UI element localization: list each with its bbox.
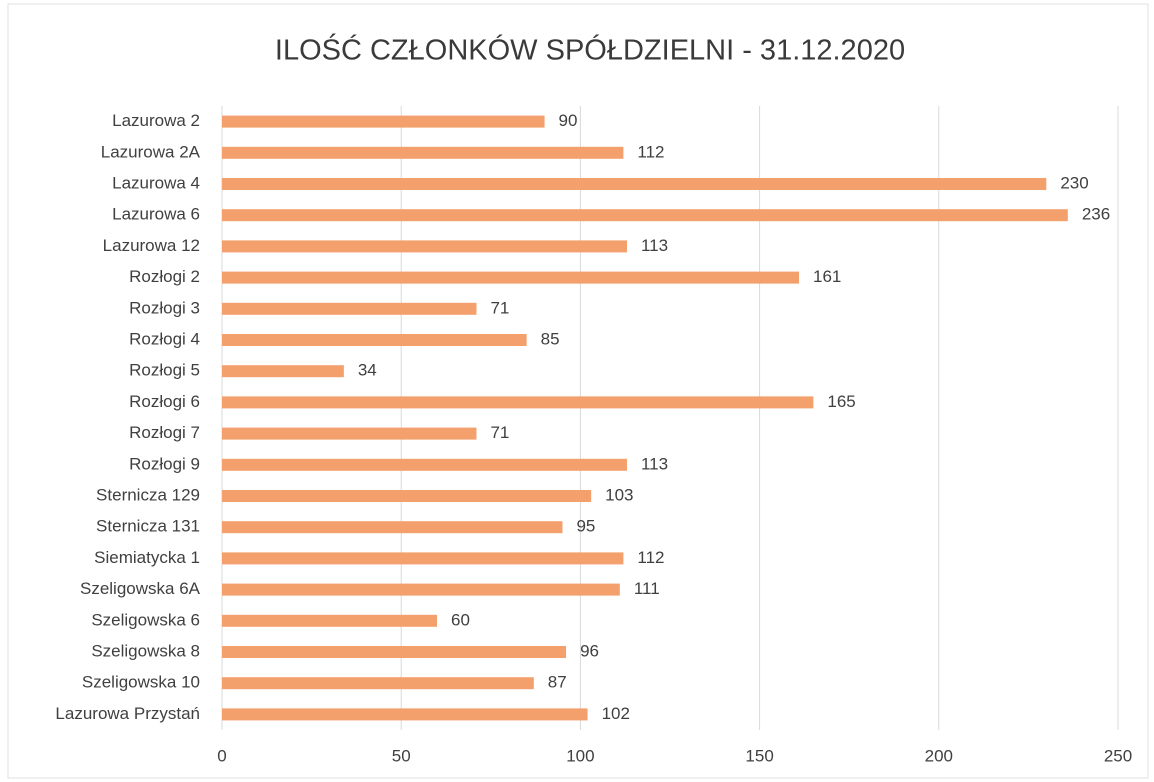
- y-tick-label: Lazurowa 4: [112, 173, 200, 192]
- y-tick-label: Szeligowska 6A: [80, 579, 201, 598]
- value-label: 96: [580, 641, 599, 660]
- value-label: 103: [605, 485, 633, 504]
- y-tick-label: Rozłogi 3: [129, 298, 200, 317]
- bar: [222, 365, 344, 378]
- value-label: 113: [641, 236, 668, 255]
- value-label: 161: [813, 267, 841, 286]
- y-tick-label: Szeligowska 6: [91, 610, 200, 629]
- y-tick-label: Rozłogi 2: [129, 267, 200, 286]
- bar: [222, 115, 545, 128]
- value-label: 71: [490, 423, 509, 442]
- value-label: 60: [451, 610, 470, 629]
- y-tick-label: Lazurowa 2A: [101, 142, 201, 161]
- y-tick-label: Rozłogi 6: [129, 392, 200, 411]
- x-tick-label: 150: [745, 746, 773, 765]
- x-tick-label: 100: [566, 746, 594, 765]
- bar: [222, 396, 814, 409]
- value-label: 34: [358, 361, 377, 380]
- bar: [222, 646, 567, 658]
- bar: [222, 521, 563, 534]
- value-label: 113: [641, 454, 668, 473]
- bar: [222, 427, 477, 440]
- y-tick-label: Rozłogi 7: [129, 423, 200, 442]
- bar: [222, 552, 624, 565]
- bar: [222, 490, 592, 502]
- value-label: 87: [548, 673, 567, 692]
- bar: [222, 583, 620, 596]
- value-label: 111: [634, 579, 660, 598]
- value-label: 165: [827, 392, 855, 411]
- value-label: 112: [637, 142, 664, 161]
- chart-title: ILOŚĆ CZŁONKÓW SPÓŁDZIELNI - 31.12.2020: [275, 33, 905, 67]
- x-tick-label: 50: [392, 746, 411, 765]
- y-tick-label: Szeligowska 10: [82, 673, 200, 692]
- bar: [222, 146, 624, 159]
- bar: [222, 677, 534, 690]
- y-tick-label: Rozłogi 5: [129, 361, 200, 380]
- bar: [222, 614, 438, 627]
- x-tick-label: 200: [925, 746, 953, 765]
- bar: [222, 271, 800, 284]
- y-tick-label: Lazurowa 2: [112, 111, 200, 130]
- y-tick-label: Siemiatycka 1: [94, 548, 200, 567]
- bar: [222, 240, 627, 253]
- y-tick-label: Lazurowa 12: [103, 236, 200, 255]
- x-tick-label: 250: [1104, 746, 1132, 765]
- value-label: 230: [1060, 173, 1088, 192]
- value-label: 112: [637, 548, 664, 567]
- x-tick-label: 0: [217, 746, 226, 765]
- y-tick-label: Lazurowa 6: [112, 205, 200, 224]
- bar: [222, 334, 527, 346]
- value-label: 85: [541, 329, 560, 348]
- y-tick-label: Szeligowska 8: [91, 641, 200, 660]
- value-label: 102: [602, 704, 630, 723]
- bar: [222, 209, 1068, 222]
- bar: [222, 178, 1047, 190]
- bar: [222, 458, 627, 471]
- y-tick-label: Rozłogi 9: [129, 454, 200, 473]
- value-label: 95: [576, 517, 595, 536]
- y-tick-label: Sternicza 131: [96, 517, 200, 536]
- bar: [222, 302, 477, 315]
- chart-frame: [7, 3, 1149, 779]
- y-tick-label: Sternicza 129: [96, 485, 200, 504]
- y-tick-label: Lazurowa Przystań: [55, 704, 200, 723]
- value-label: 90: [559, 111, 578, 130]
- y-tick-label: Rozłogi 4: [129, 329, 200, 348]
- bar: [222, 708, 588, 721]
- value-label: 71: [490, 298, 509, 317]
- value-label: 236: [1082, 205, 1110, 224]
